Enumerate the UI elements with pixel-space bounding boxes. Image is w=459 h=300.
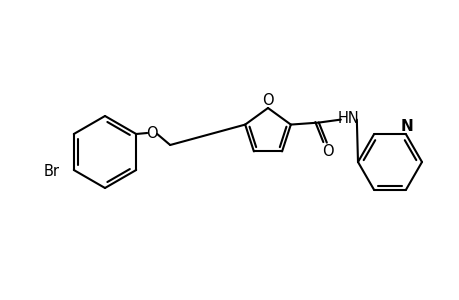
Text: Br: Br: [44, 164, 60, 178]
Text: O: O: [321, 144, 333, 159]
Text: O: O: [262, 92, 273, 107]
Text: HN: HN: [337, 111, 359, 126]
Text: O: O: [146, 125, 157, 140]
Text: N: N: [400, 119, 413, 134]
